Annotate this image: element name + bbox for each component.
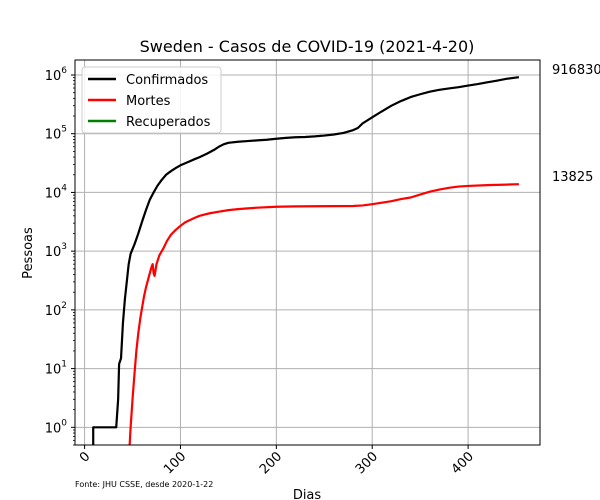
y-tick-label: 104 [45, 183, 68, 201]
y-tick-exponent: 6 [61, 66, 67, 76]
y-tick-label: 101 [45, 360, 67, 378]
end-value-annotations: 916830 13825 [552, 63, 600, 185]
y-tick-base: 10 [45, 69, 62, 84]
legend-box [81, 66, 222, 134]
legend-label-recuperados: Recuperados [126, 115, 211, 130]
y-tick-base: 10 [45, 128, 62, 143]
series-line-confirmados [92, 76, 520, 445]
grid-lines [75, 60, 540, 445]
y-tick-base: 10 [45, 186, 62, 201]
series-lines [92, 76, 520, 446]
y-tick-exponent: 2 [61, 301, 67, 311]
y-tick-label: 100 [45, 418, 68, 436]
y-tick-exponent: 0 [61, 418, 67, 428]
y-tick-base: 10 [45, 421, 62, 436]
chart-title: Sweden - Casos de COVID-19 (2021-4-20) [140, 37, 475, 56]
y-axis-label: Pessoas [21, 227, 36, 279]
y-tick-exponent: 4 [61, 183, 67, 193]
y-tick-exponent: 1 [61, 360, 67, 370]
y-tick-exponent: 3 [61, 242, 67, 252]
source-note: Fonte: JHU CSSE, desde 2020-1-22 [75, 480, 213, 489]
y-tick-exponent: 5 [61, 125, 67, 135]
end-value-label: 13825 [552, 170, 593, 185]
y-tick-label: 102 [45, 301, 67, 319]
legend-label-mortes: Mortes [126, 94, 171, 109]
y-tick-base: 10 [45, 363, 62, 378]
y-tick-label: 103 [45, 242, 67, 260]
legend: Confirmados Mortes Recuperados [81, 66, 222, 134]
series-line-mortes [128, 183, 519, 446]
y-tick-label: 105 [45, 125, 67, 143]
y-tick-base: 10 [45, 245, 62, 260]
y-tick-label: 106 [45, 66, 68, 84]
plot-frame [74, 59, 541, 446]
legend-label-confirmados: Confirmados [126, 73, 208, 88]
y-tick-base: 10 [45, 304, 62, 319]
x-axis-label: Dias [293, 488, 322, 500]
end-value-label: 916830 [552, 63, 600, 78]
